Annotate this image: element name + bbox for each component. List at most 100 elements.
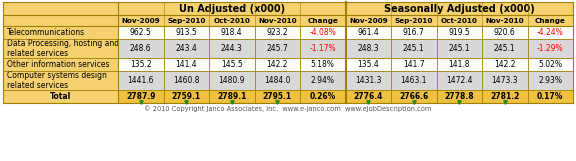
Text: © 2010 Copyright Janco Associates, Inc.  www.e-janco.com  www.eJobDescription.co: © 2010 Copyright Janco Associates, Inc. … bbox=[145, 106, 431, 112]
Text: 135.2: 135.2 bbox=[130, 60, 151, 69]
Text: Seasonally Adjusted (x000): Seasonally Adjusted (x000) bbox=[384, 4, 535, 14]
Bar bbox=[300, 15, 346, 26]
Bar bbox=[528, 39, 573, 58]
Bar bbox=[391, 90, 437, 103]
Bar bbox=[300, 26, 346, 39]
Bar bbox=[391, 39, 437, 58]
Text: Telecommunications: Telecommunications bbox=[7, 28, 85, 37]
Text: 5.18%: 5.18% bbox=[311, 60, 335, 69]
Text: Change: Change bbox=[308, 18, 338, 24]
Text: 1480.9: 1480.9 bbox=[218, 76, 245, 85]
Text: 142.2: 142.2 bbox=[267, 60, 288, 69]
Text: 961.4: 961.4 bbox=[357, 28, 379, 37]
Text: 0.17%: 0.17% bbox=[537, 92, 563, 101]
Bar bbox=[437, 58, 482, 71]
Bar bbox=[118, 26, 164, 39]
Text: 2759.1: 2759.1 bbox=[172, 92, 201, 101]
Text: Change: Change bbox=[535, 18, 566, 24]
Bar bbox=[346, 90, 391, 103]
Bar bbox=[482, 90, 528, 103]
Bar bbox=[437, 71, 482, 90]
Bar bbox=[528, 90, 573, 103]
Bar bbox=[3, 2, 118, 15]
Bar bbox=[164, 15, 209, 26]
Text: 923.2: 923.2 bbox=[267, 28, 288, 37]
Bar bbox=[255, 15, 300, 26]
Bar bbox=[391, 15, 437, 26]
Text: 2766.6: 2766.6 bbox=[399, 92, 429, 101]
Bar bbox=[3, 15, 118, 26]
Bar bbox=[482, 58, 528, 71]
Bar bbox=[164, 71, 209, 90]
Bar bbox=[255, 58, 300, 71]
Text: 1472.4: 1472.4 bbox=[446, 76, 472, 85]
Bar bbox=[391, 26, 437, 39]
Text: 918.4: 918.4 bbox=[221, 28, 242, 37]
Bar bbox=[437, 90, 482, 103]
Bar bbox=[437, 26, 482, 39]
Bar bbox=[3, 26, 118, 39]
Text: 916.7: 916.7 bbox=[403, 28, 425, 37]
Text: Oct-2010: Oct-2010 bbox=[213, 18, 250, 24]
Text: -4.08%: -4.08% bbox=[309, 28, 336, 37]
Text: -4.24%: -4.24% bbox=[537, 28, 564, 37]
Text: Un Adjusted (x000): Un Adjusted (x000) bbox=[179, 4, 285, 14]
Bar bbox=[3, 90, 118, 103]
Text: 1484.0: 1484.0 bbox=[264, 76, 290, 85]
Text: 245.1: 245.1 bbox=[494, 44, 516, 53]
Text: 2789.1: 2789.1 bbox=[217, 92, 247, 101]
Bar bbox=[164, 26, 209, 39]
Text: Nov-2010: Nov-2010 bbox=[486, 18, 524, 24]
Text: 920.6: 920.6 bbox=[494, 28, 516, 37]
Bar bbox=[164, 39, 209, 58]
Bar bbox=[118, 71, 164, 90]
Bar bbox=[346, 71, 391, 90]
Text: 141.7: 141.7 bbox=[403, 60, 425, 69]
Bar bbox=[118, 2, 346, 15]
Text: 2.94%: 2.94% bbox=[310, 76, 335, 85]
Text: 243.4: 243.4 bbox=[175, 44, 197, 53]
Text: Sep-2010: Sep-2010 bbox=[395, 18, 433, 24]
Text: 1463.1: 1463.1 bbox=[400, 76, 427, 85]
Text: -1.29%: -1.29% bbox=[537, 44, 563, 53]
Text: Data Processing, hosting and
related services: Data Processing, hosting and related ser… bbox=[7, 39, 119, 58]
Text: Sep-2010: Sep-2010 bbox=[167, 18, 206, 24]
Text: Oct-2010: Oct-2010 bbox=[441, 18, 478, 24]
Text: 913.5: 913.5 bbox=[175, 28, 197, 37]
Text: 245.1: 245.1 bbox=[449, 44, 470, 53]
Bar bbox=[391, 71, 437, 90]
Text: Other information services: Other information services bbox=[7, 60, 109, 69]
Bar bbox=[300, 58, 346, 71]
Bar bbox=[300, 39, 346, 58]
Bar bbox=[528, 58, 573, 71]
Text: 142.2: 142.2 bbox=[494, 60, 516, 69]
Text: 5.02%: 5.02% bbox=[538, 60, 562, 69]
Text: Nov-2010: Nov-2010 bbox=[258, 18, 297, 24]
Text: 2778.8: 2778.8 bbox=[445, 92, 474, 101]
Bar bbox=[346, 2, 573, 15]
Text: 1473.3: 1473.3 bbox=[491, 76, 518, 85]
Text: 248.6: 248.6 bbox=[130, 44, 151, 53]
Text: 248.3: 248.3 bbox=[358, 44, 379, 53]
Text: 919.5: 919.5 bbox=[448, 28, 470, 37]
Text: 245.7: 245.7 bbox=[266, 44, 288, 53]
Text: 141.4: 141.4 bbox=[176, 60, 197, 69]
Bar bbox=[3, 71, 118, 90]
Bar bbox=[437, 39, 482, 58]
Bar bbox=[209, 15, 255, 26]
Text: 1460.8: 1460.8 bbox=[173, 76, 199, 85]
Bar bbox=[209, 90, 255, 103]
Text: 1431.3: 1431.3 bbox=[355, 76, 381, 85]
Text: 141.8: 141.8 bbox=[449, 60, 470, 69]
Bar bbox=[346, 39, 391, 58]
Bar bbox=[300, 71, 346, 90]
Text: 2776.4: 2776.4 bbox=[354, 92, 383, 101]
Bar bbox=[118, 90, 164, 103]
Bar bbox=[164, 58, 209, 71]
Text: 245.1: 245.1 bbox=[403, 44, 425, 53]
Bar bbox=[437, 15, 482, 26]
Bar bbox=[346, 58, 391, 71]
Text: 2787.9: 2787.9 bbox=[126, 92, 156, 101]
Bar bbox=[3, 39, 118, 58]
Text: 244.3: 244.3 bbox=[221, 44, 242, 53]
